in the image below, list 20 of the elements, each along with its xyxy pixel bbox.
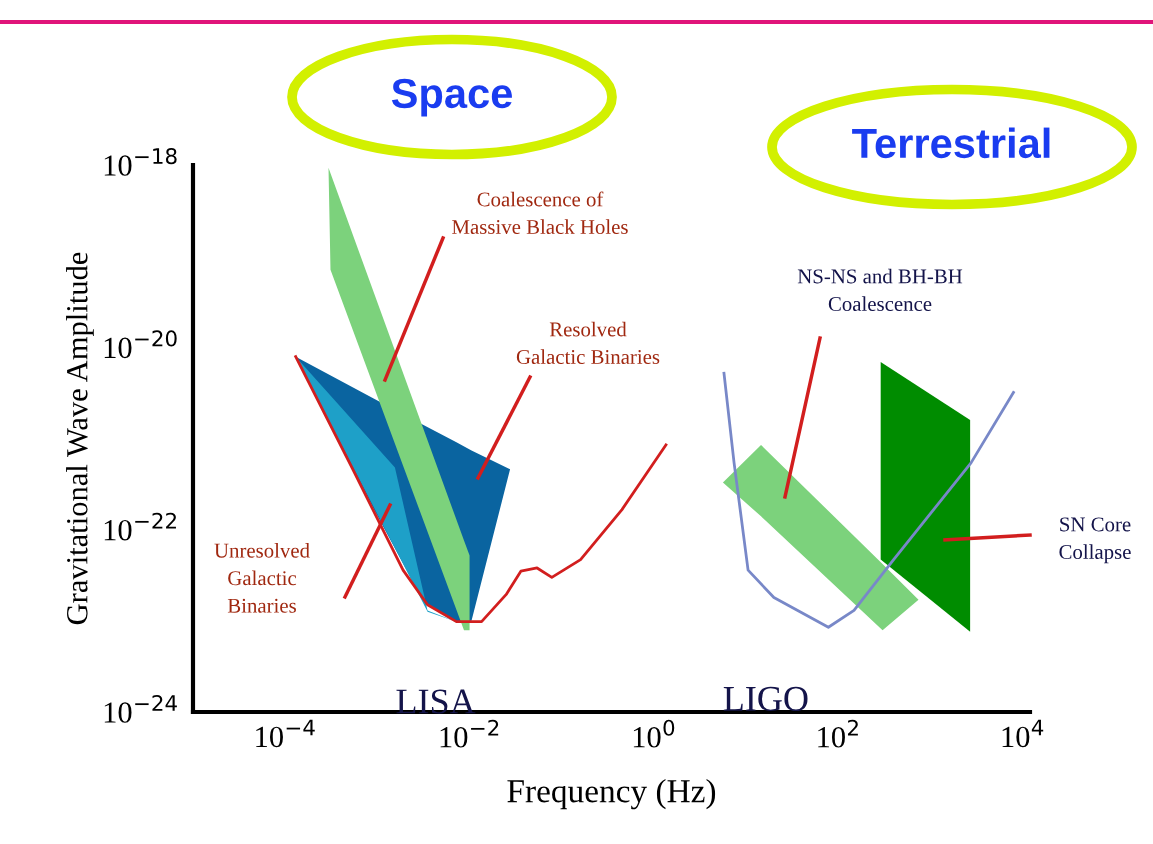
- annotation: Unresolved Galactic Binaries: [214, 542, 310, 613]
- y-tick-label: 10$^{−18}$: [104, 148, 177, 176]
- series-label: LIGO: [723, 686, 808, 712]
- x-tick-label: 10$^{−2}$: [440, 719, 499, 748]
- x-tick-label: 10$^{0}$: [633, 719, 675, 748]
- text: SN Core Collapse: [1059, 517, 1131, 564]
- annotation: NS-NS and BH-BH Coalescence: [797, 268, 963, 311]
- x-tick-label: 10$^{−4}$: [256, 719, 315, 748]
- annotation: Coalescence of Massive Black Holes: [452, 191, 628, 234]
- y-axis-title: Gravitational Wave Amplitude: [66, 252, 94, 625]
- x-axis-title: Frequency (Hz): [507, 779, 716, 810]
- annotation: Resolved Galactic Binaries: [516, 321, 660, 364]
- y-tick-label: 10$^{−22}$: [104, 512, 176, 541]
- text: Terrestrial: [852, 127, 1050, 159]
- x-tick-label: 10$^{4}$: [1002, 719, 1044, 748]
- x-tick-label: 10$^{2}$: [818, 719, 858, 748]
- text: Space: [391, 78, 512, 117]
- y-tick-label: 10$^{−24}$: [104, 695, 177, 723]
- series-label: LISA: [396, 689, 476, 714]
- y-tick-label: 10$^{−20}$: [104, 330, 177, 359]
